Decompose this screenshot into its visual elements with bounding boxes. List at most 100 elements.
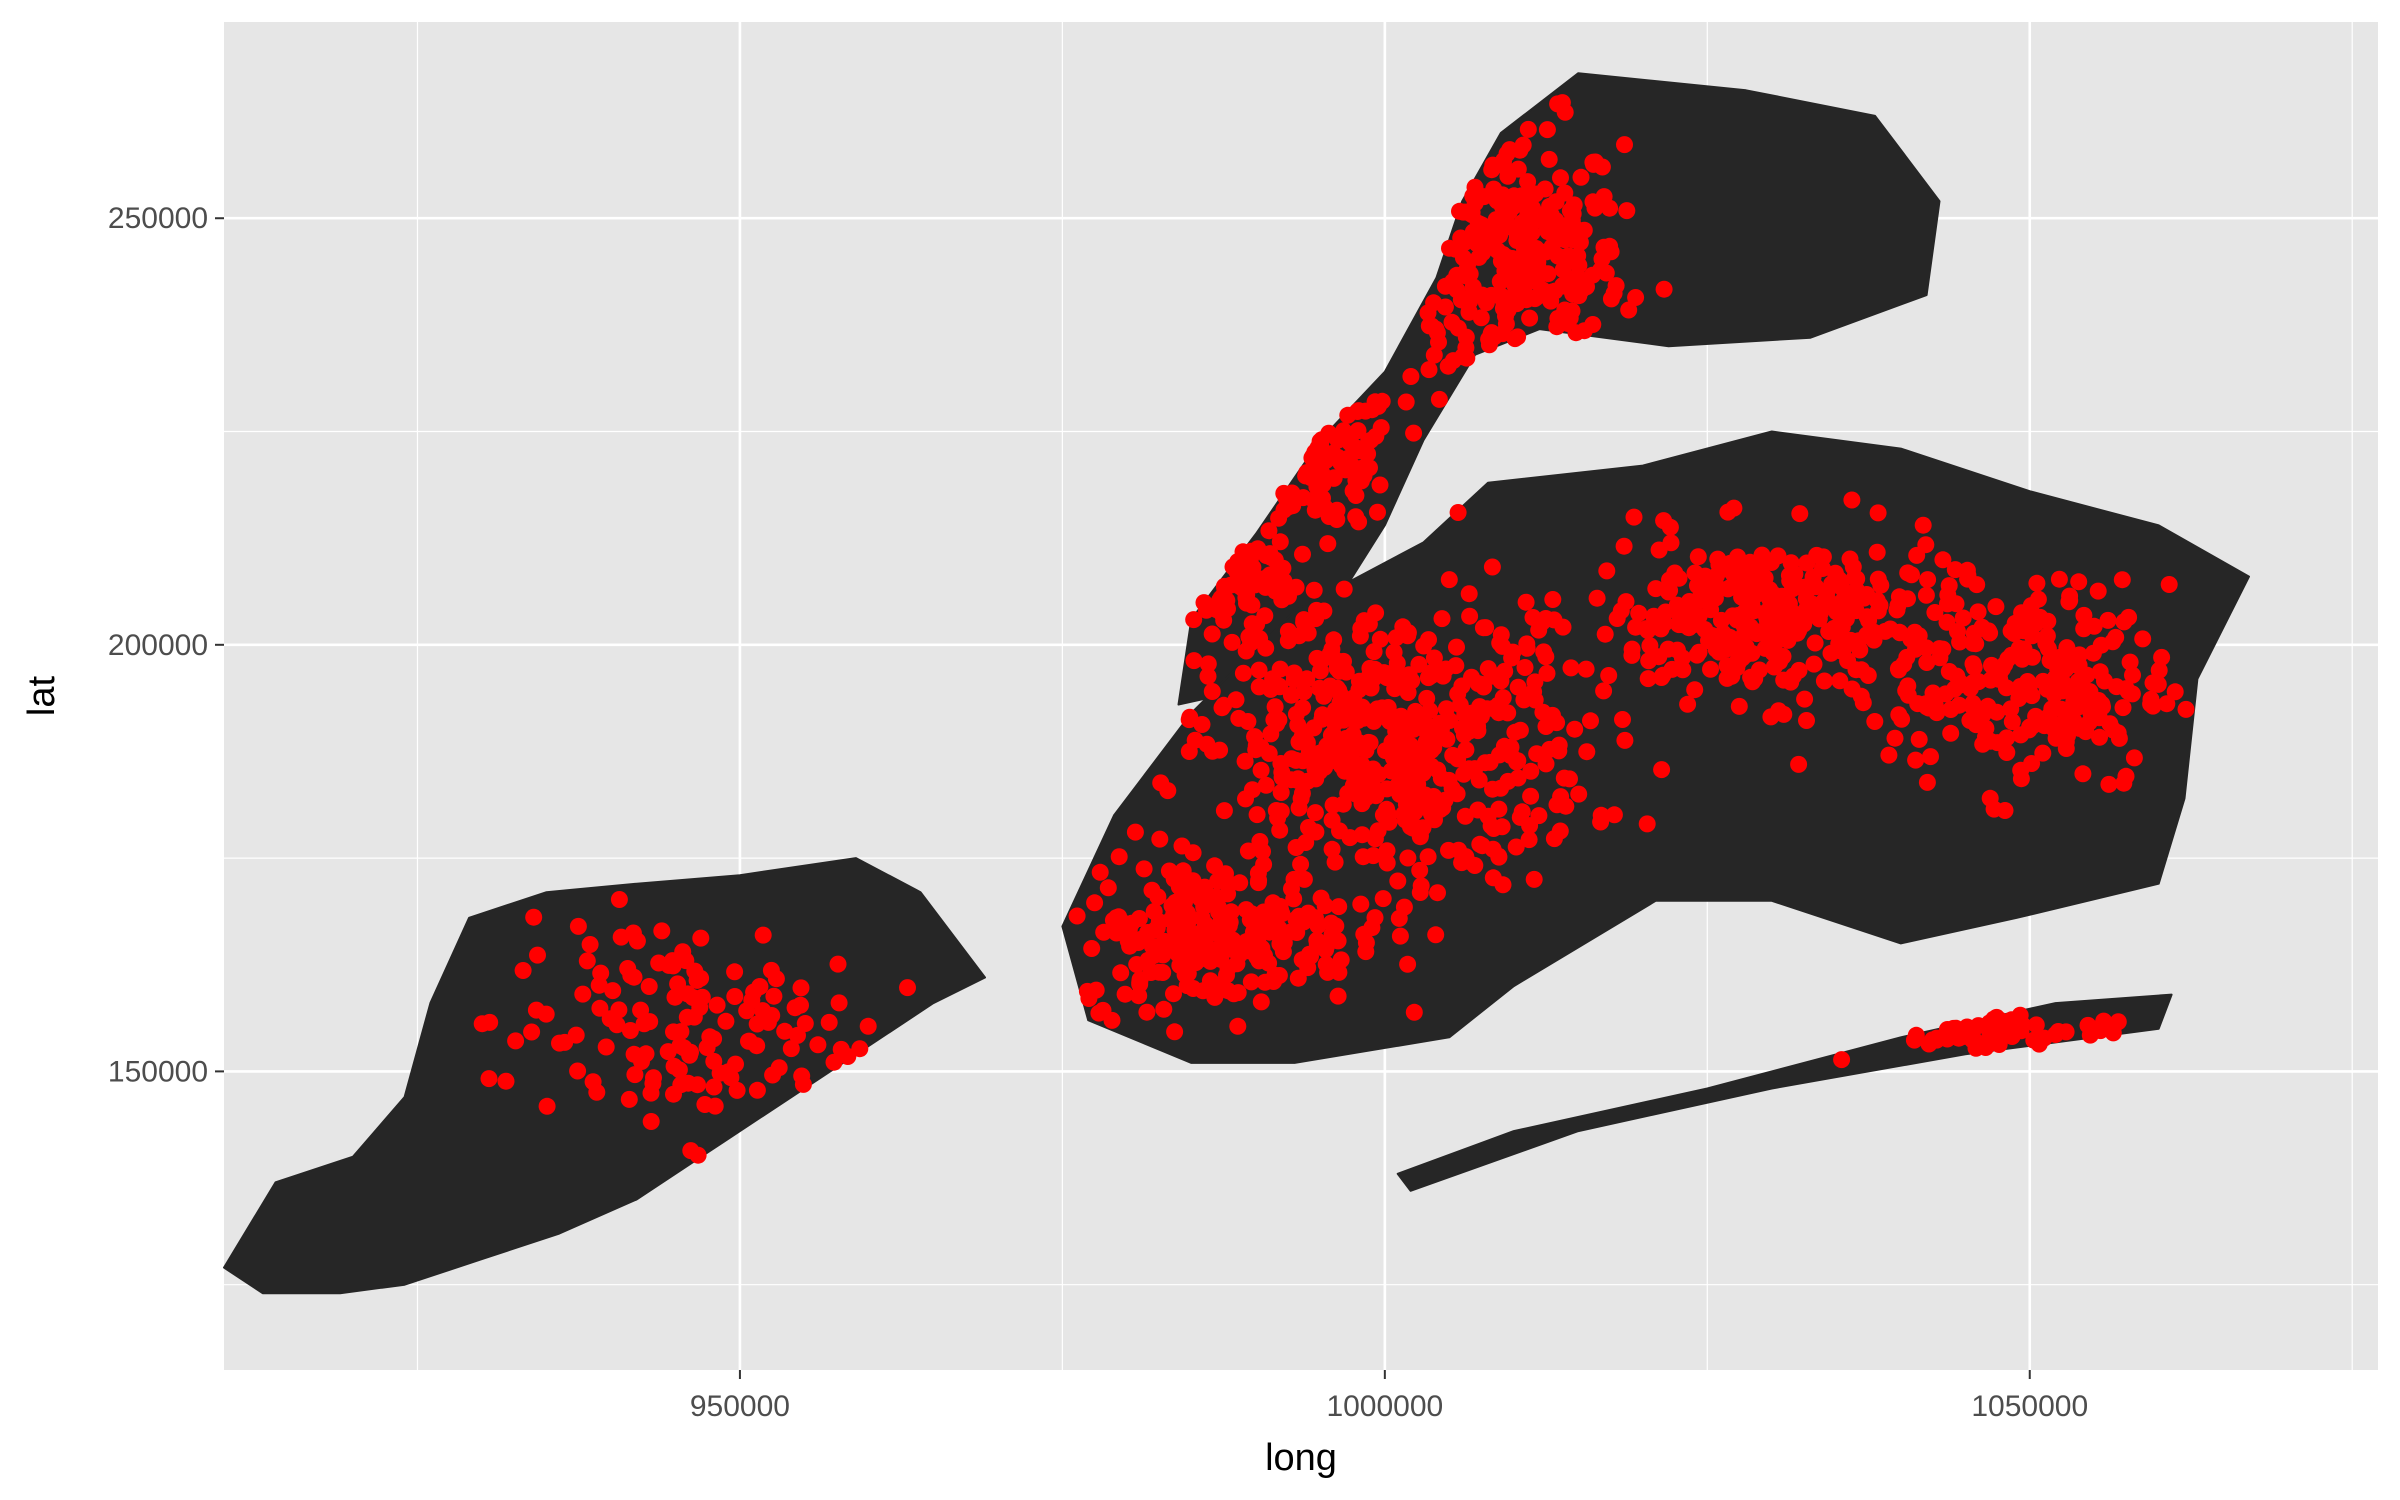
data-point [1939,595,1956,613]
data-point [2050,570,2068,588]
data-point [1668,641,1686,659]
data-point [1578,743,1596,761]
data-point [1503,649,1521,667]
data-point [1139,951,1157,969]
data-point [1332,951,1350,969]
data-point [679,1074,697,1092]
data-point [1335,580,1353,598]
data-point [635,1015,653,1033]
data-point [2012,770,2030,788]
data-point [1411,861,1429,879]
data-point [1484,780,1501,798]
x-axis: 950000 1000000 1050000 [690,1370,2088,1423]
data-point [1490,800,1508,818]
data-point [701,1028,719,1046]
data-point [514,962,532,979]
data-point [1444,352,1462,370]
data-point [610,1001,628,1019]
data-point [1306,804,1324,822]
data-point [748,1081,766,1099]
data-point [2099,611,2117,629]
data-point [1638,815,1656,833]
data-point [574,985,592,1003]
data-point [2075,620,2093,638]
data-point [1426,811,1443,829]
data-point [691,999,709,1016]
data-point [1718,669,1736,687]
data-point [1449,504,1467,521]
data-point [1271,660,1289,678]
data-point [1441,712,1459,729]
data-point [2125,749,2143,767]
data-point [1326,853,1344,871]
data-point [1561,202,1579,220]
data-point [1191,950,1209,968]
data-point [1517,211,1535,229]
data-point [1252,993,1270,1011]
data-point [1080,990,1098,1007]
data-point [1538,121,1556,139]
data-point [1475,188,1493,206]
data-point [1167,893,1184,911]
data-point [1250,871,1268,889]
data-point [2002,622,2020,640]
data-point [1556,184,1574,202]
data-point [1696,621,1714,638]
data-point [1399,624,1417,642]
data-point [1453,677,1471,695]
data-point [1260,745,1278,762]
data-point [1378,842,1396,860]
data-point [1653,761,1671,779]
data-point [1425,346,1443,364]
data-point [2124,666,2141,684]
data-point [2121,653,2139,671]
data-point [1537,648,1555,666]
data-point [1627,289,1645,306]
data-point [1344,726,1362,743]
data-point [1555,769,1573,787]
data-point [1365,643,1383,661]
data-point [1869,504,1887,522]
data-point [1180,743,1198,760]
data-point [2160,576,2178,593]
data-point [2081,1026,2099,1044]
data-point [1839,652,1857,670]
data-point [1456,807,1474,825]
data-point [1880,746,1898,764]
data-point [537,1005,555,1023]
data-point [1934,551,1952,569]
data-point [1556,301,1574,319]
data-point [1799,600,1816,618]
data-point [1429,761,1447,779]
data-point [2019,673,2037,690]
data-point [1254,843,1271,860]
data-point [1868,543,1886,561]
data-point [2028,574,2046,592]
data-point [633,1053,650,1070]
data-point [1363,783,1381,801]
data-point [1508,753,1526,771]
data-point [1318,737,1336,755]
data-point [2100,775,2118,793]
data-point [1780,567,1798,584]
data-point [1537,755,1555,773]
data-point [1208,601,1225,619]
data-point [688,971,706,989]
data-point [1415,637,1433,655]
data-point [1898,648,1916,666]
data-point [2006,1019,2024,1037]
data-point [1361,734,1379,752]
data-point [1246,918,1264,936]
data-point [1623,646,1641,664]
data-point [1926,604,1944,621]
data-point [1790,755,1808,773]
data-point [1272,784,1290,801]
data-point [1538,664,1556,682]
data-point [1714,641,1732,659]
data-point [1946,561,1964,579]
data-point [1410,655,1428,673]
data-point [1202,981,1220,999]
data-point [2089,582,2107,600]
data-point [1571,233,1589,251]
data-point [1806,634,1824,652]
